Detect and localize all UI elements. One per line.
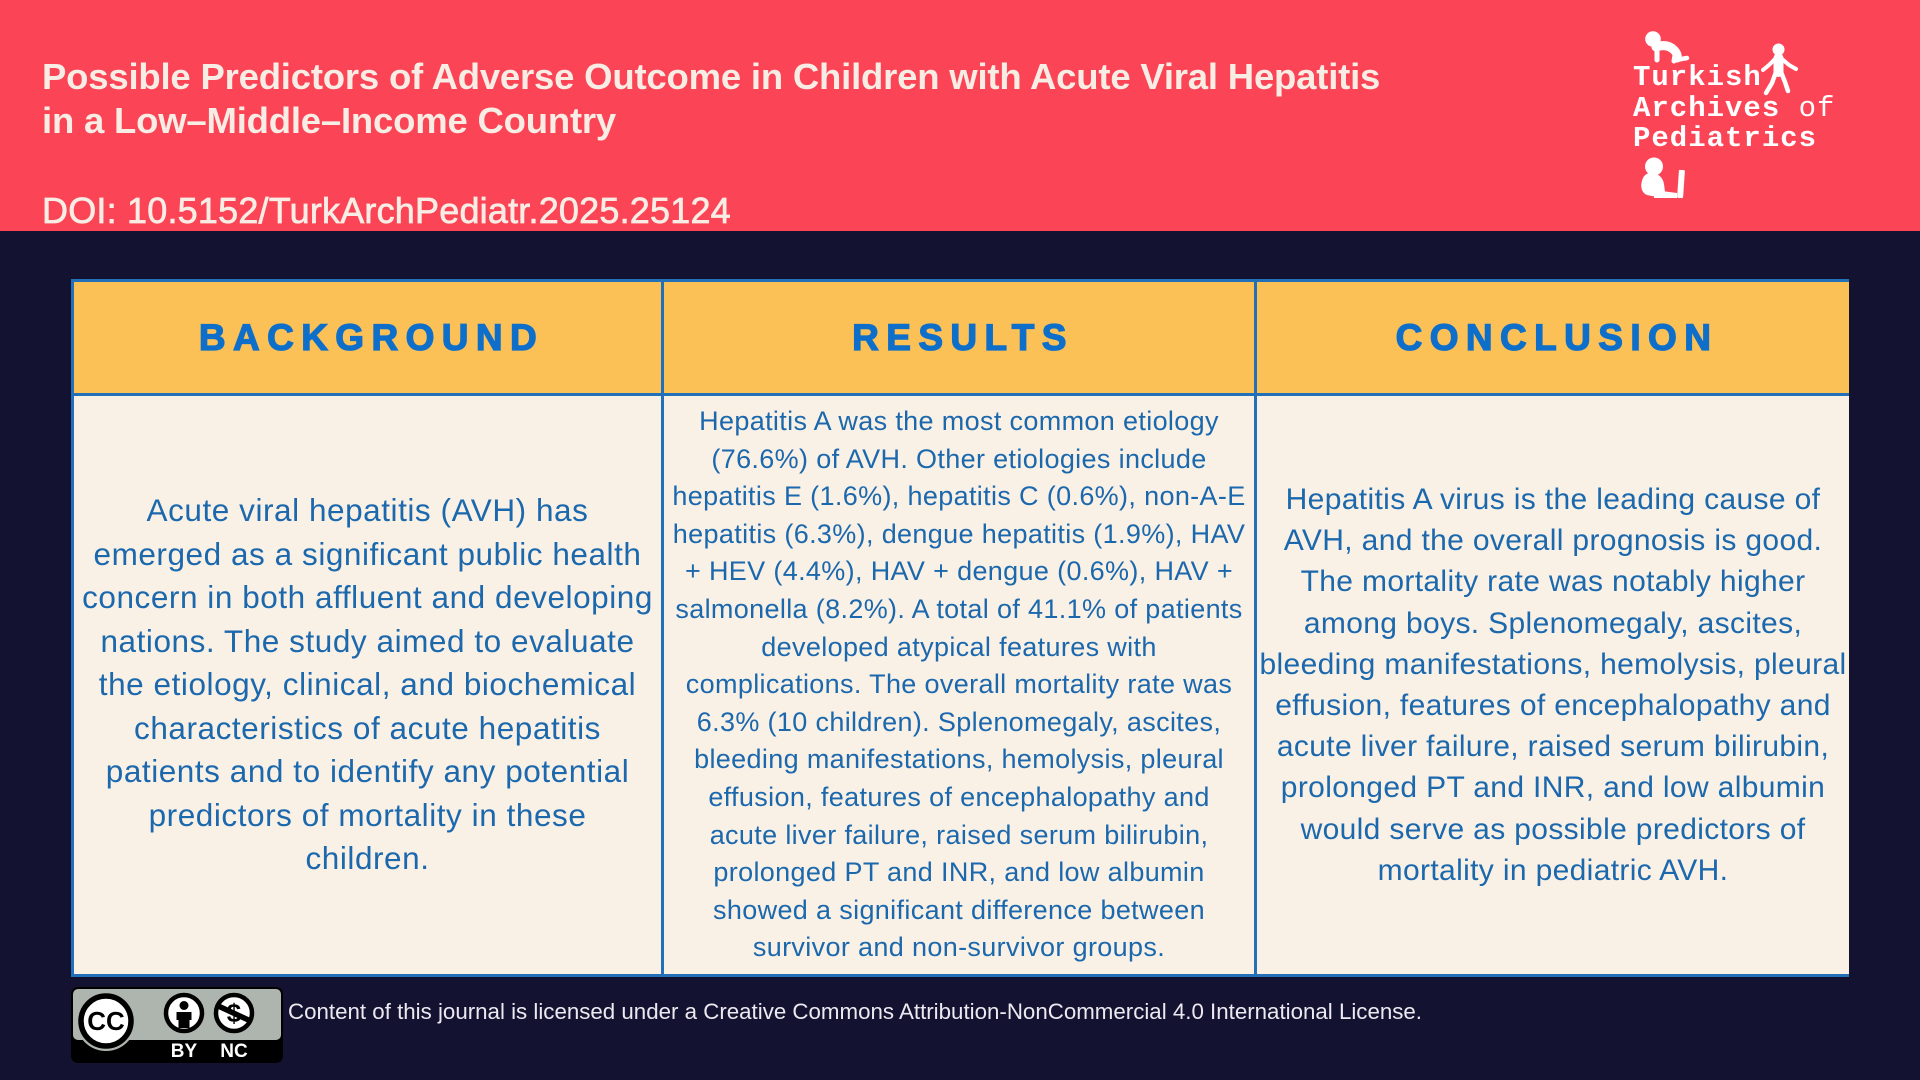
svg-text:NC: NC xyxy=(220,1041,248,1062)
svg-text:CC: CC xyxy=(87,1006,125,1036)
svg-text:BY: BY xyxy=(171,1041,198,1062)
